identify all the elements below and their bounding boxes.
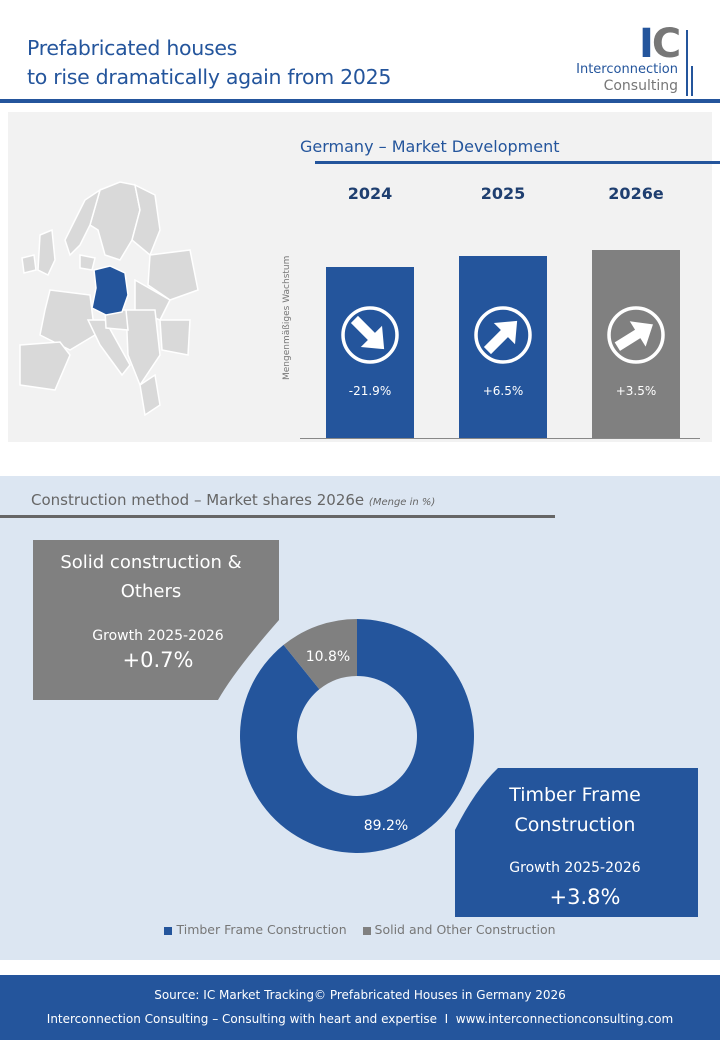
legend: Timber Frame Construction Solid and Othe… bbox=[0, 922, 720, 937]
year-label: 2024 bbox=[347, 184, 393, 203]
year-label: 2026e bbox=[608, 184, 664, 203]
source-text: Source: IC Market Tracking© Prefabricate… bbox=[154, 988, 566, 1002]
bar-value-label: +6.5% bbox=[482, 384, 524, 398]
bar-2025 bbox=[459, 255, 547, 438]
legend-item-solid: Solid and Other Construction bbox=[362, 922, 556, 937]
arrow-up-icon bbox=[474, 306, 532, 364]
website-link[interactable]: www.interconnectionconsulting.com bbox=[455, 1012, 674, 1026]
bar-2026e bbox=[592, 249, 680, 438]
logo-letters: IC bbox=[639, 21, 681, 67]
footer: Source: IC Market Tracking© Prefabricate… bbox=[0, 975, 720, 1040]
y-axis-label: Mengenmäßiges Wachstum bbox=[282, 255, 292, 380]
header-divider bbox=[0, 99, 720, 103]
market-title-underline bbox=[315, 161, 720, 164]
arrow-up-icon bbox=[607, 306, 665, 364]
timber-name: Timber Frame Construction bbox=[509, 784, 641, 836]
donut-chart: 89.2% 10.8% bbox=[33, 540, 698, 917]
donut-data-label: 10.8% bbox=[306, 649, 350, 665]
bar-value-label: +3.5% bbox=[615, 384, 657, 398]
timber-growth-label: Growth 2025-2026 bbox=[509, 860, 641, 876]
solid-growth-value: +0.7% bbox=[122, 648, 194, 672]
x-axis-line bbox=[300, 438, 700, 439]
bar-value-label: -21.9% bbox=[348, 384, 392, 398]
timber-callout-box bbox=[455, 768, 698, 917]
donut-slice-timber bbox=[240, 619, 475, 853]
timber-growth-value: +3.8% bbox=[549, 885, 621, 909]
arrow-down-icon bbox=[341, 306, 399, 364]
europe-map bbox=[19, 181, 199, 417]
logo: IC Interconnection Consulting bbox=[560, 21, 708, 98]
donut-slice-solid bbox=[283, 619, 357, 690]
solid-growth-label: Growth 2025-2026 bbox=[92, 628, 224, 644]
donut-data-label: 89.2% bbox=[364, 818, 408, 834]
germany-highlight bbox=[91, 265, 129, 316]
shares-title: Construction method – Market shares 2026… bbox=[31, 491, 436, 509]
bar-2024 bbox=[326, 267, 414, 438]
shares-title-underline bbox=[0, 515, 555, 518]
legend-item-timber: Timber Frame Construction bbox=[164, 922, 347, 937]
market-title: Germany – Market Development bbox=[300, 137, 560, 156]
solid-callout-box bbox=[33, 540, 279, 700]
footer-tagline: Interconnection Consulting – Consulting … bbox=[46, 1012, 674, 1026]
year-label: 2025 bbox=[480, 184, 526, 203]
solid-name: Solid construction & Others bbox=[60, 552, 242, 602]
page-title: Prefabricated houses to rise dramaticall… bbox=[27, 36, 392, 89]
